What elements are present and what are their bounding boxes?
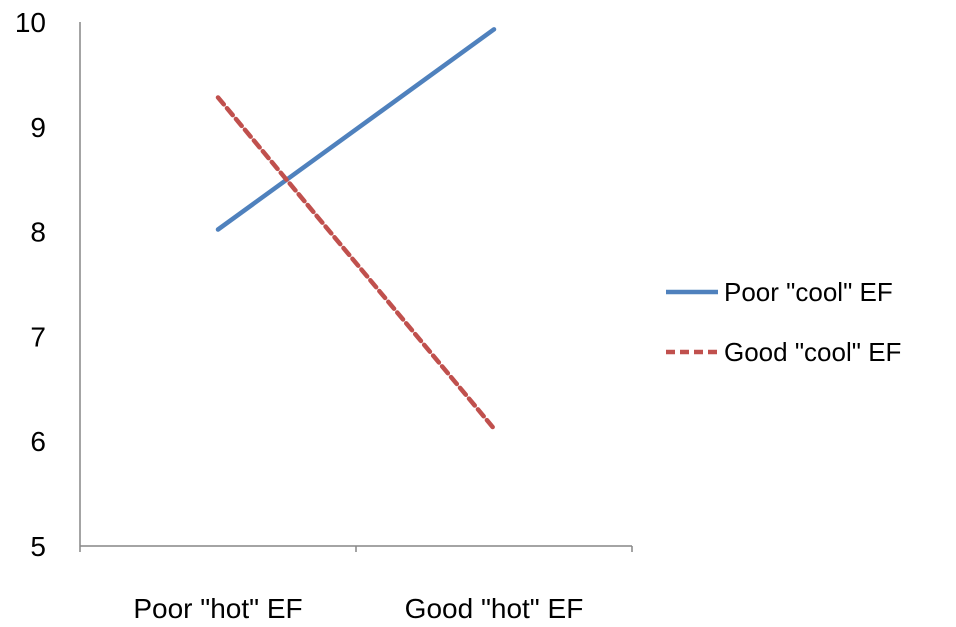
y-tick-label: 5 <box>30 531 46 562</box>
legend-label: Poor "cool" EF <box>724 277 893 307</box>
x-tick-label: Poor "hot" EF <box>133 593 302 624</box>
x-tick-labels: Poor "hot" EF Good "hot" EF <box>133 593 583 624</box>
series-line-1 <box>218 29 494 229</box>
legend: Poor "cool" EF Good "cool" EF <box>666 277 901 367</box>
y-tick-label: 6 <box>30 426 46 457</box>
series-line-2 <box>218 97 494 428</box>
x-tick-label: Good "hot" EF <box>405 593 584 624</box>
y-tick-label: 7 <box>30 321 46 352</box>
y-tick-label: 8 <box>30 217 46 248</box>
legend-label: Good "cool" EF <box>724 337 901 367</box>
chart-axes <box>80 22 632 552</box>
y-tick-label: 9 <box>30 112 46 143</box>
y-tick-label: 10 <box>15 7 46 38</box>
y-tick-labels: 5 6 7 8 9 10 <box>15 7 46 562</box>
series-lines <box>218 29 494 428</box>
